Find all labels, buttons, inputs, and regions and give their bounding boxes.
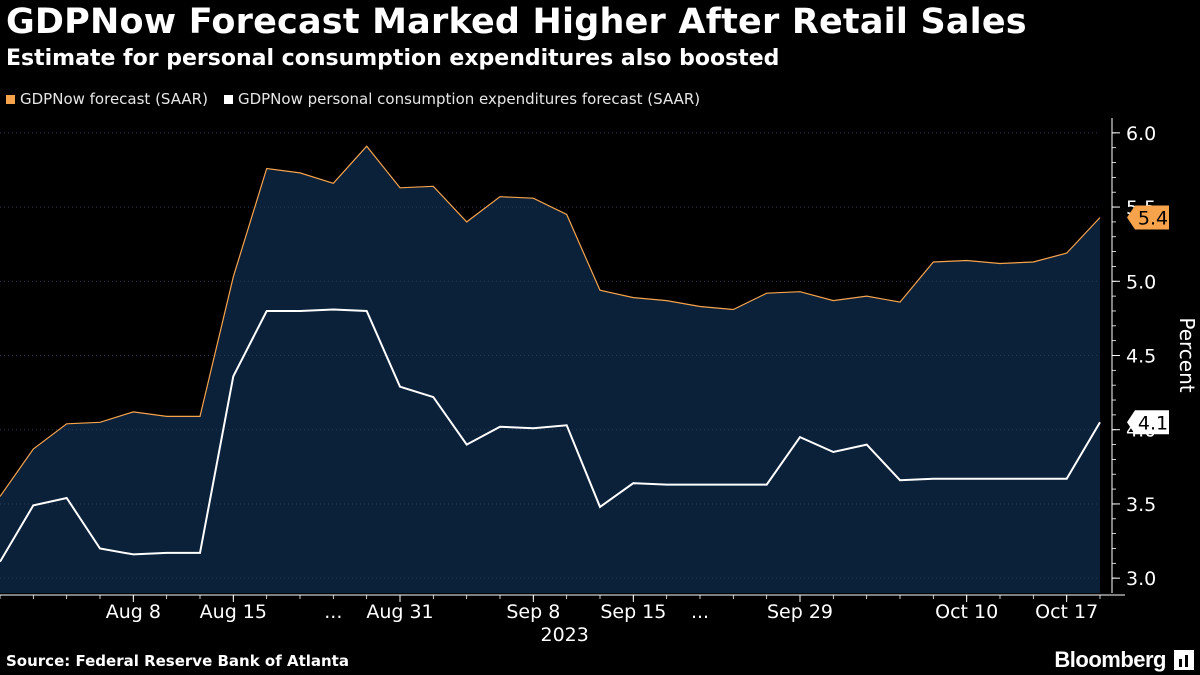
legend-item-gdpnow: GDPNow forecast (SAAR) [6,90,208,108]
x-tick-label-0: Aug 8 [106,601,161,623]
x-tick-label-4: Sep 8 [506,601,560,623]
brand-logo-text: Bloomberg [1054,647,1166,672]
x-tick-label-8: Oct 10 [935,601,998,623]
end-value-label-0: 5.4 [1138,207,1168,229]
source-note: Source: Federal Reserve Bank of Atlanta [6,652,349,670]
end-value-tag-1 [1127,410,1169,435]
y-tick-label-1: 3.5 [1126,494,1156,516]
legend: GDPNow forecast (SAAR) GDPNow personal c… [6,90,700,108]
end-value-label-1: 4.1 [1138,412,1168,434]
y-axis-title: Percent [1175,317,1199,392]
x-tick-label-9: Oct 17 [1035,601,1098,623]
area-gdpnow-fill [0,146,1100,593]
chart-title: GDPNow Forecast Marked Higher After Reta… [6,2,1027,42]
legend-item-pce: GDPNow personal consumption expenditures… [223,90,701,108]
legend-swatch-pce [223,94,233,104]
end-value-tag-0 [1127,205,1169,230]
legend-label-gdpnow: GDPNow forecast (SAAR) [20,90,208,108]
x-tick-label-5: Sep 15 [600,601,666,623]
x-tick-label-3: Aug 31 [366,601,433,623]
x-tick-label-7: Sep 29 [767,601,833,623]
series-line-1 [0,308,1101,563]
x-tick-label-6: ... [691,601,709,623]
x-year-label: 2023 [540,624,588,646]
legend-swatch-gdpnow [6,94,15,104]
chart-subtitle: Estimate for personal consumption expend… [6,46,780,71]
y-tick-label-3: 4.5 [1126,346,1156,368]
y-tick-label-0: 3.0 [1126,568,1156,590]
series-line-0 [0,145,1101,497]
y-tick-label-4: 5.0 [1126,271,1156,293]
x-tick-label-1: Aug 15 [200,601,267,623]
legend-label-pce: GDPNow personal consumption expenditures… [237,90,701,108]
bloomberg-chart-icon [1174,650,1194,670]
y-tick-label-6: 6.0 [1126,123,1156,145]
x-tick-label-2: ... [324,601,342,623]
